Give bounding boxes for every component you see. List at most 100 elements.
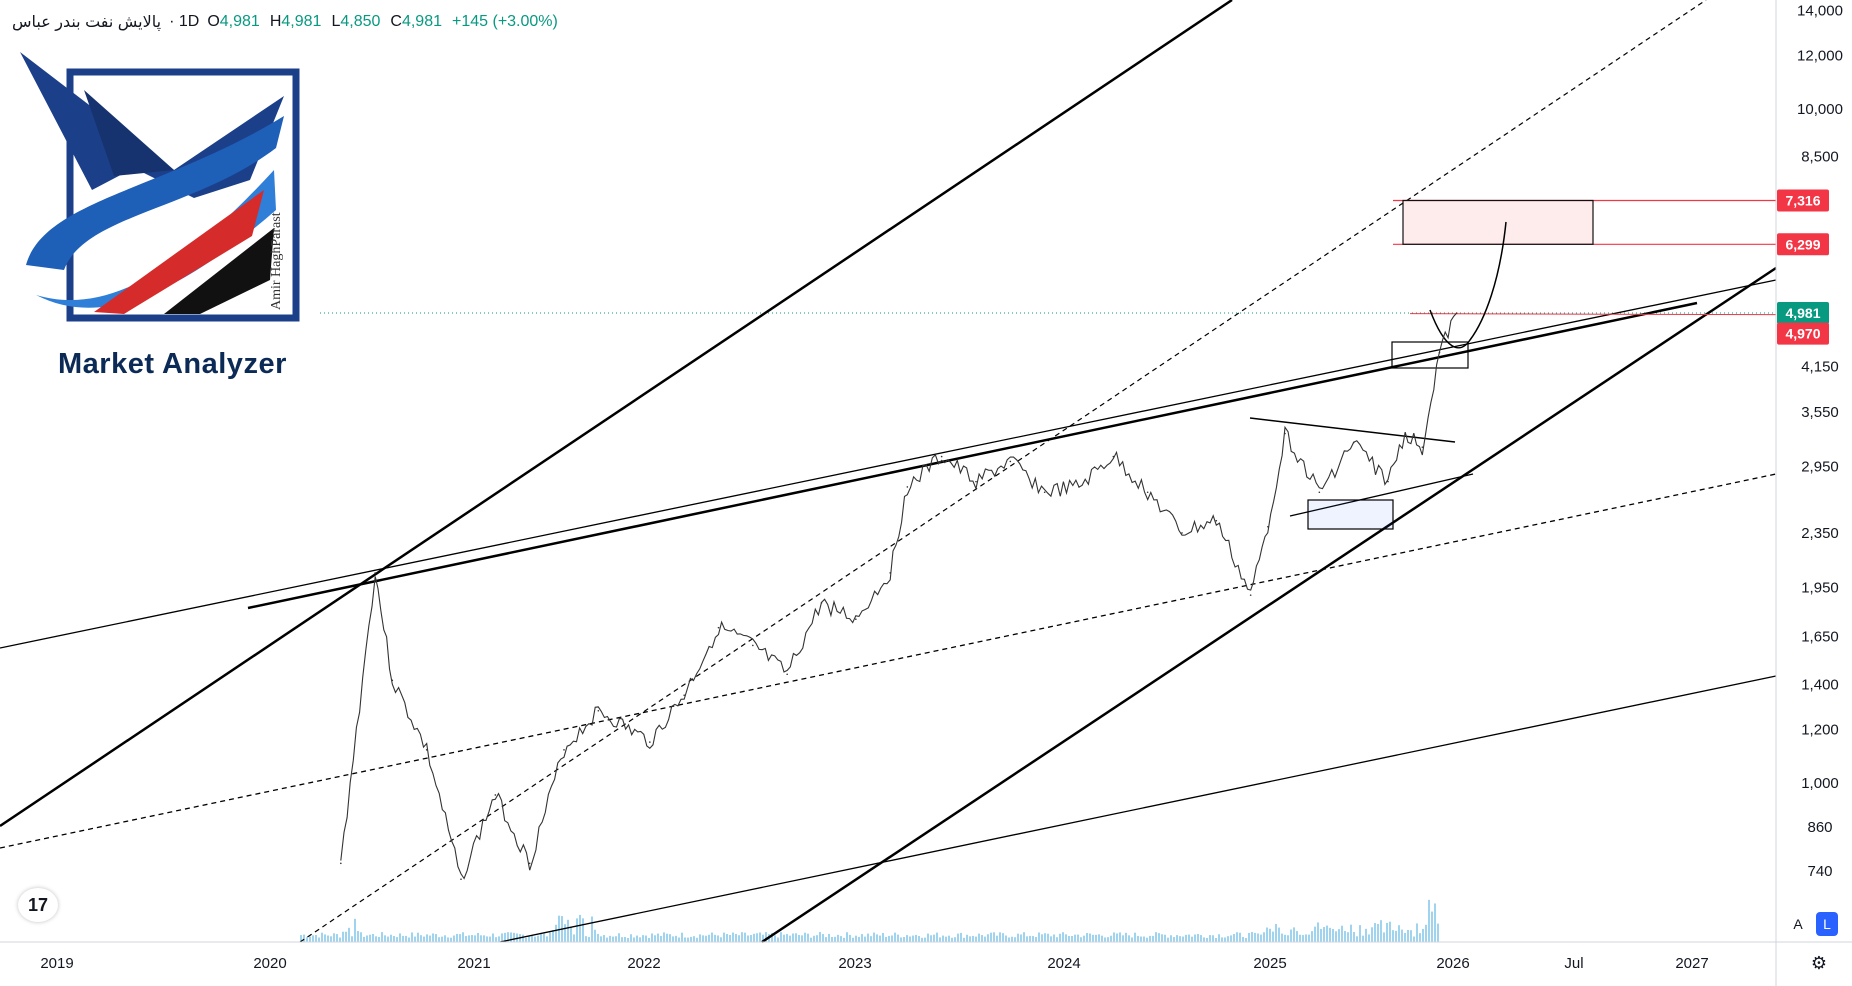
y-tick-label: 1,650 bbox=[1801, 628, 1839, 645]
gear-icon[interactable]: ⚙ bbox=[1810, 952, 1828, 973]
volume-bar bbox=[912, 935, 914, 942]
volume-bar bbox=[1260, 934, 1262, 942]
volume-bar bbox=[1209, 935, 1211, 942]
volume-bar bbox=[417, 932, 419, 942]
volume-bar bbox=[624, 937, 626, 942]
volume-bar bbox=[795, 933, 797, 942]
volume-bar bbox=[1128, 935, 1130, 942]
volume-bar bbox=[801, 935, 803, 942]
volume-bar bbox=[1062, 932, 1064, 942]
volume-bar bbox=[609, 935, 611, 942]
volume-bar bbox=[759, 932, 761, 942]
volume-bar bbox=[1413, 936, 1415, 942]
volume-bar bbox=[990, 932, 992, 942]
volume-bar bbox=[573, 934, 575, 942]
volume-bar bbox=[525, 937, 527, 942]
volume-bar bbox=[957, 933, 959, 942]
volume-bar bbox=[552, 930, 554, 942]
volume-bar bbox=[336, 934, 338, 942]
volume-bar bbox=[1176, 935, 1178, 942]
log-scale-button[interactable]: L bbox=[1816, 912, 1838, 936]
price-label: 4,981 bbox=[1777, 302, 1829, 325]
interval-label[interactable]: · 1D bbox=[169, 13, 200, 30]
volume-bar bbox=[1014, 937, 1016, 942]
x-tick-label: Jul bbox=[1564, 955, 1583, 972]
volume-bar bbox=[1221, 937, 1223, 942]
volume-bar bbox=[1437, 923, 1439, 942]
price-point bbox=[340, 862, 342, 865]
volume-bar bbox=[1218, 934, 1220, 942]
volume-bar bbox=[1356, 936, 1358, 942]
volume-bar bbox=[756, 933, 758, 942]
volume-bar bbox=[1404, 932, 1406, 942]
volume-bar bbox=[696, 937, 698, 942]
auto-scale-button[interactable]: A bbox=[1793, 916, 1803, 932]
y-tick-label: 2,950 bbox=[1801, 458, 1839, 475]
price-label-text: 4,970 bbox=[1785, 326, 1820, 342]
volume-bar bbox=[831, 936, 833, 942]
volume-bar bbox=[630, 934, 632, 942]
volume-bar bbox=[996, 935, 998, 942]
price-label-text: 7,316 bbox=[1785, 192, 1820, 208]
volume-bar bbox=[705, 935, 707, 942]
volume-bar bbox=[774, 935, 776, 942]
volume-bar bbox=[681, 932, 683, 942]
volume-bar bbox=[1041, 934, 1043, 942]
volume-bar bbox=[984, 936, 986, 942]
volume-bar bbox=[1263, 932, 1265, 942]
volume-bar bbox=[1071, 935, 1073, 942]
volume-bar bbox=[1398, 925, 1400, 942]
volume-bar bbox=[381, 932, 383, 942]
symbol-name[interactable]: پالایش نفت بندر عباس bbox=[12, 14, 162, 31]
ohlc-high: H4,981 bbox=[269, 13, 322, 30]
volume-bar bbox=[885, 936, 887, 942]
trendline-drawings[interactable] bbox=[0, 0, 1777, 944]
volume-bar bbox=[1275, 923, 1277, 942]
volume-bar bbox=[891, 935, 893, 942]
price-series bbox=[340, 312, 1458, 880]
trendline-dashed-mid bbox=[0, 473, 1777, 849]
price-point bbox=[940, 455, 943, 458]
volume-bar bbox=[1113, 932, 1115, 942]
volume-bar bbox=[498, 936, 500, 942]
volume-bar bbox=[1179, 936, 1181, 942]
volume-bar bbox=[1239, 932, 1241, 942]
volume-bar bbox=[564, 924, 566, 942]
volume-bar bbox=[672, 936, 674, 942]
price-point bbox=[1318, 491, 1321, 494]
volume-bar bbox=[687, 937, 689, 942]
volume-bar bbox=[603, 935, 605, 942]
tradingview-logo-icon[interactable]: 17 bbox=[18, 888, 58, 922]
volume-bar bbox=[909, 936, 911, 942]
volume-bar bbox=[384, 935, 386, 942]
volume-bar bbox=[348, 927, 350, 942]
ohlc-close: C4,981 bbox=[390, 13, 442, 30]
volume-bar bbox=[717, 935, 719, 942]
y-tick-label: 2,350 bbox=[1801, 525, 1839, 542]
y-tick-label: 860 bbox=[1807, 819, 1832, 836]
volume-bar bbox=[1416, 923, 1418, 942]
volume-bar bbox=[1080, 937, 1082, 942]
volume-bar bbox=[816, 935, 818, 942]
volume-bar bbox=[654, 935, 656, 942]
volume-bar bbox=[741, 932, 743, 942]
volume-bar bbox=[345, 931, 347, 942]
volume-bar bbox=[468, 935, 470, 942]
x-tick-label: 2020 bbox=[253, 955, 286, 972]
price-label-text: 6,299 bbox=[1785, 236, 1820, 252]
volume-bar bbox=[786, 934, 788, 942]
volume-bar bbox=[450, 937, 452, 942]
volume-bar bbox=[588, 937, 590, 942]
volume-bar bbox=[1119, 932, 1121, 942]
volume-bar bbox=[408, 937, 410, 942]
volume-bar bbox=[921, 937, 923, 942]
volume-bar bbox=[582, 918, 584, 942]
volume-bar bbox=[780, 932, 782, 942]
volume-bar bbox=[1185, 934, 1187, 942]
volume-bar bbox=[1353, 932, 1355, 942]
volume-bar bbox=[864, 936, 866, 942]
volume-bar bbox=[501, 933, 503, 942]
